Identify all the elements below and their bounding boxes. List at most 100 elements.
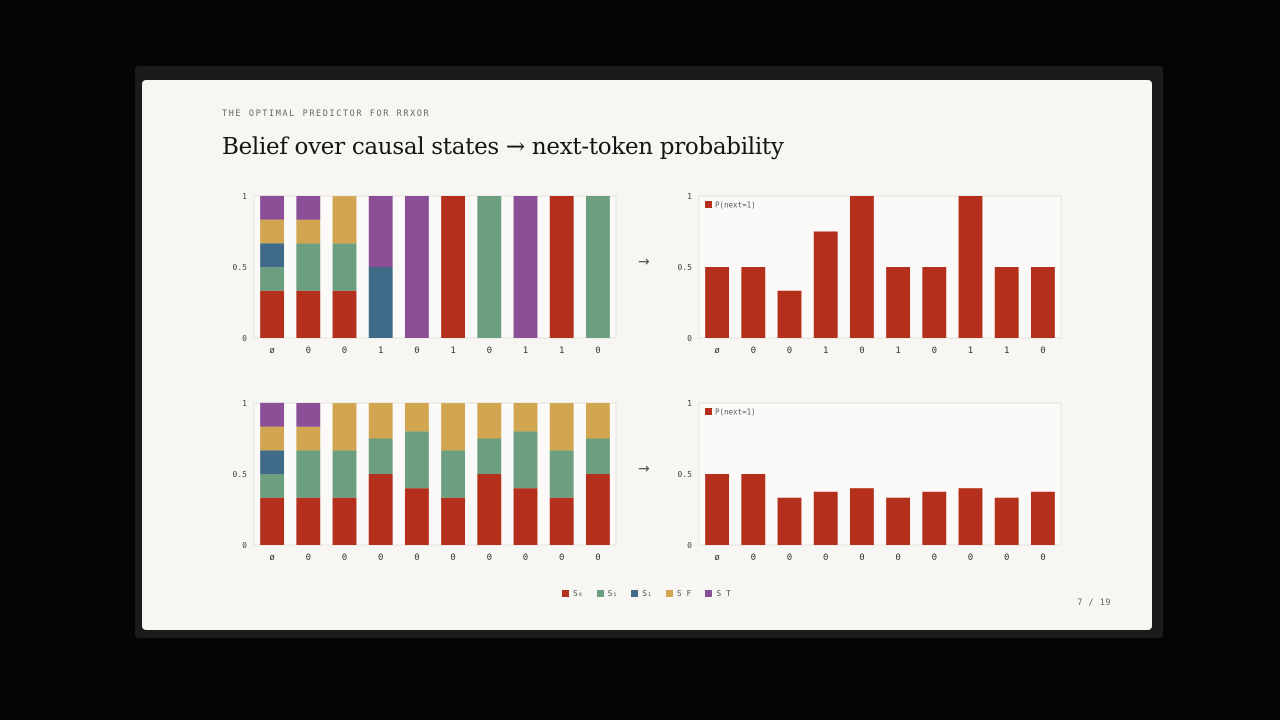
legend-swatch — [705, 408, 712, 415]
x-tick-label: 0 — [823, 553, 828, 563]
bar-segment — [477, 196, 502, 338]
bar-segment — [260, 450, 285, 474]
bar — [777, 290, 802, 338]
bar-segment — [296, 450, 321, 498]
x-tick-label: 0 — [1040, 346, 1045, 356]
bar — [849, 488, 874, 545]
bar — [922, 491, 947, 545]
legend-label: S₁ — [607, 589, 618, 598]
x-tick-label: 0 — [968, 553, 973, 563]
arrow-top: → — [638, 254, 650, 270]
bar-segment — [296, 243, 321, 291]
bar-segment — [549, 497, 574, 545]
slide-eyebrow: THE OPTIMAL PREDICTOR FOR RRXOR — [222, 109, 431, 119]
legend-label: S T — [716, 589, 731, 598]
y-tick-label: 1 — [242, 192, 247, 201]
bar-segment — [296, 196, 321, 220]
x-tick-label: 1 — [968, 346, 973, 356]
bar-segment — [441, 196, 466, 338]
bar-segment — [549, 450, 574, 498]
bar-segment — [513, 488, 538, 545]
bar-segment — [260, 219, 285, 244]
bar-segment — [477, 403, 502, 439]
x-tick-label: 1 — [1004, 346, 1009, 356]
bar — [705, 474, 730, 545]
x-tick-label: 0 — [559, 553, 564, 563]
bar-segment — [513, 196, 538, 338]
bar — [958, 488, 983, 545]
bar-segment — [260, 497, 285, 545]
bar — [813, 491, 838, 545]
bar — [849, 196, 874, 338]
y-tick-label: 0.5 — [233, 470, 248, 479]
bar-segment — [585, 474, 610, 545]
x-tick-label: 0 — [595, 553, 600, 563]
bar-segment — [260, 290, 285, 338]
bar-segment — [441, 450, 466, 498]
x-tick-label: 0 — [306, 553, 311, 563]
legend-swatch — [705, 201, 712, 208]
x-tick-label: 1 — [523, 346, 528, 356]
probability-chart-top: 0 0.5 1 ø 0 0 1 0 1 0 1 1 0 P(next=1) — [678, 192, 1062, 356]
bar-segment — [513, 403, 538, 432]
legend-swatch — [665, 590, 673, 597]
x-tick-label: 0 — [859, 346, 864, 356]
x-tick-label: 0 — [378, 553, 383, 563]
y-tick-label: 1 — [687, 192, 692, 201]
y-tick-label: 0.5 — [233, 263, 248, 272]
state-legend: S₀ S₁ S₁ S F S T — [562, 589, 731, 598]
x-tick-label: 0 — [751, 553, 756, 563]
x-tick-label: 0 — [414, 346, 419, 356]
y-tick-label: 1 — [242, 399, 247, 408]
x-tick-label: ø — [269, 553, 275, 563]
x-tick-label: 0 — [1004, 553, 1009, 563]
bar-segment — [368, 438, 393, 474]
bar — [813, 231, 838, 338]
legend-label: S F — [676, 589, 692, 598]
bar-segment — [296, 219, 321, 244]
x-tick-label: 1 — [559, 346, 564, 356]
x-tick-label: 0 — [487, 553, 492, 563]
bar-segment — [368, 267, 393, 338]
bar-segment — [332, 403, 357, 451]
bar-segment — [549, 196, 574, 338]
bar-segment — [404, 196, 429, 338]
bar — [886, 497, 911, 545]
bar-segment — [477, 438, 502, 474]
bar-segment — [260, 474, 285, 498]
x-tick-label: 0 — [787, 346, 792, 356]
bar-segment — [260, 402, 285, 427]
bar-segment — [441, 403, 466, 451]
bar-segment — [260, 195, 285, 220]
y-tick-label: 1 — [687, 399, 692, 408]
legend-label: P(next=1) — [715, 408, 756, 417]
x-tick-label: ø — [269, 346, 275, 356]
x-tick-label: ø — [714, 553, 720, 563]
legend-item: S₀ — [562, 589, 583, 598]
bar — [705, 267, 730, 338]
y-tick-label: 0 — [242, 334, 247, 343]
bar — [1030, 267, 1055, 338]
y-tick-label: 0.5 — [678, 263, 693, 272]
bar — [741, 474, 766, 545]
bar-segment — [260, 426, 285, 451]
bar-segment — [513, 431, 538, 489]
legend-swatch — [705, 590, 713, 597]
belief-chart-top: 0 0.5 1 ø 0 0 1 0 1 0 1 1 0 — [233, 192, 617, 356]
bar-segment — [296, 290, 321, 338]
y-tick-label: 0 — [687, 541, 692, 550]
bar-segment — [368, 403, 393, 439]
bar-segment — [585, 196, 610, 338]
slide: THE OPTIMAL PREDICTOR FOR RRXOR Belief o… — [142, 80, 1152, 630]
legend-item: S₁ — [596, 589, 618, 598]
bar-segment — [404, 403, 429, 432]
arrow-bottom: → — [638, 461, 650, 477]
x-tick-label: 0 — [895, 553, 900, 563]
bar-segment — [585, 438, 610, 474]
bar — [994, 267, 1019, 338]
bar-segment — [585, 403, 610, 439]
x-tick-label: 0 — [342, 553, 347, 563]
legend-swatch — [596, 590, 604, 597]
bar-segment — [404, 431, 429, 489]
